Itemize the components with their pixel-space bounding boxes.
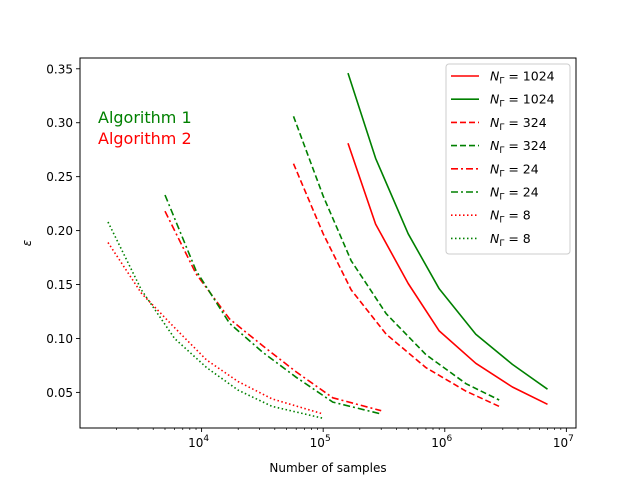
legend-frame [445, 63, 571, 255]
legend-entry-label: NΓ = 324 [490, 138, 547, 156]
y-tick-label: 0.30 [46, 116, 73, 130]
x-tick-label: 104 [188, 434, 209, 450]
series-line-0 [347, 142, 548, 406]
y-tick-label: 0.20 [46, 224, 73, 238]
x-tick-label: 106 [431, 434, 452, 450]
y-tick-label: 0.05 [46, 386, 73, 400]
annotation-algorithm-1: Algorithm 1 [98, 108, 192, 127]
annotation-algorithm-2: Algorithm 2 [98, 129, 192, 148]
legend-entry-label: NΓ = 24 [490, 185, 539, 203]
x-tick-label: 107 [553, 434, 574, 450]
legend-entry-label: NΓ = 8 [490, 208, 531, 226]
x-tick-label: 105 [310, 434, 331, 450]
y-tick-label: 0.10 [46, 332, 73, 346]
series-line-2 [292, 163, 500, 408]
y-tick-label: 0.35 [46, 62, 73, 76]
legend: NΓ = 1024 NΓ = 1024 NΓ = 324 NΓ = 324 NΓ = 2… [445, 63, 571, 255]
legend-entry-label: NΓ = 1024 [490, 69, 555, 87]
series-line-4 [164, 210, 382, 412]
y-axis-label: ε [20, 239, 34, 246]
x-axis-ticks: 104 105 106 107 [116, 428, 574, 450]
legend-entry-label: NΓ = 8 [490, 231, 531, 249]
legend-entry-label: NΓ = 324 [490, 115, 547, 133]
series-line-1 [347, 72, 548, 390]
y-tick-label: 0.15 [46, 278, 73, 292]
legend-entry-label: NΓ = 1024 [490, 92, 555, 110]
legend-entry-label: NΓ = 24 [490, 161, 539, 179]
series-line-3 [292, 116, 500, 401]
series-line-5 [164, 194, 382, 415]
x-axis-label: Number of samples [269, 461, 386, 475]
y-axis-ticks: 0.05 0.10 0.15 0.20 0.25 0.30 0.35 [46, 62, 80, 400]
series-line-6 [107, 242, 324, 415]
series-lines [107, 72, 548, 420]
y-tick-label: 0.25 [46, 170, 73, 184]
